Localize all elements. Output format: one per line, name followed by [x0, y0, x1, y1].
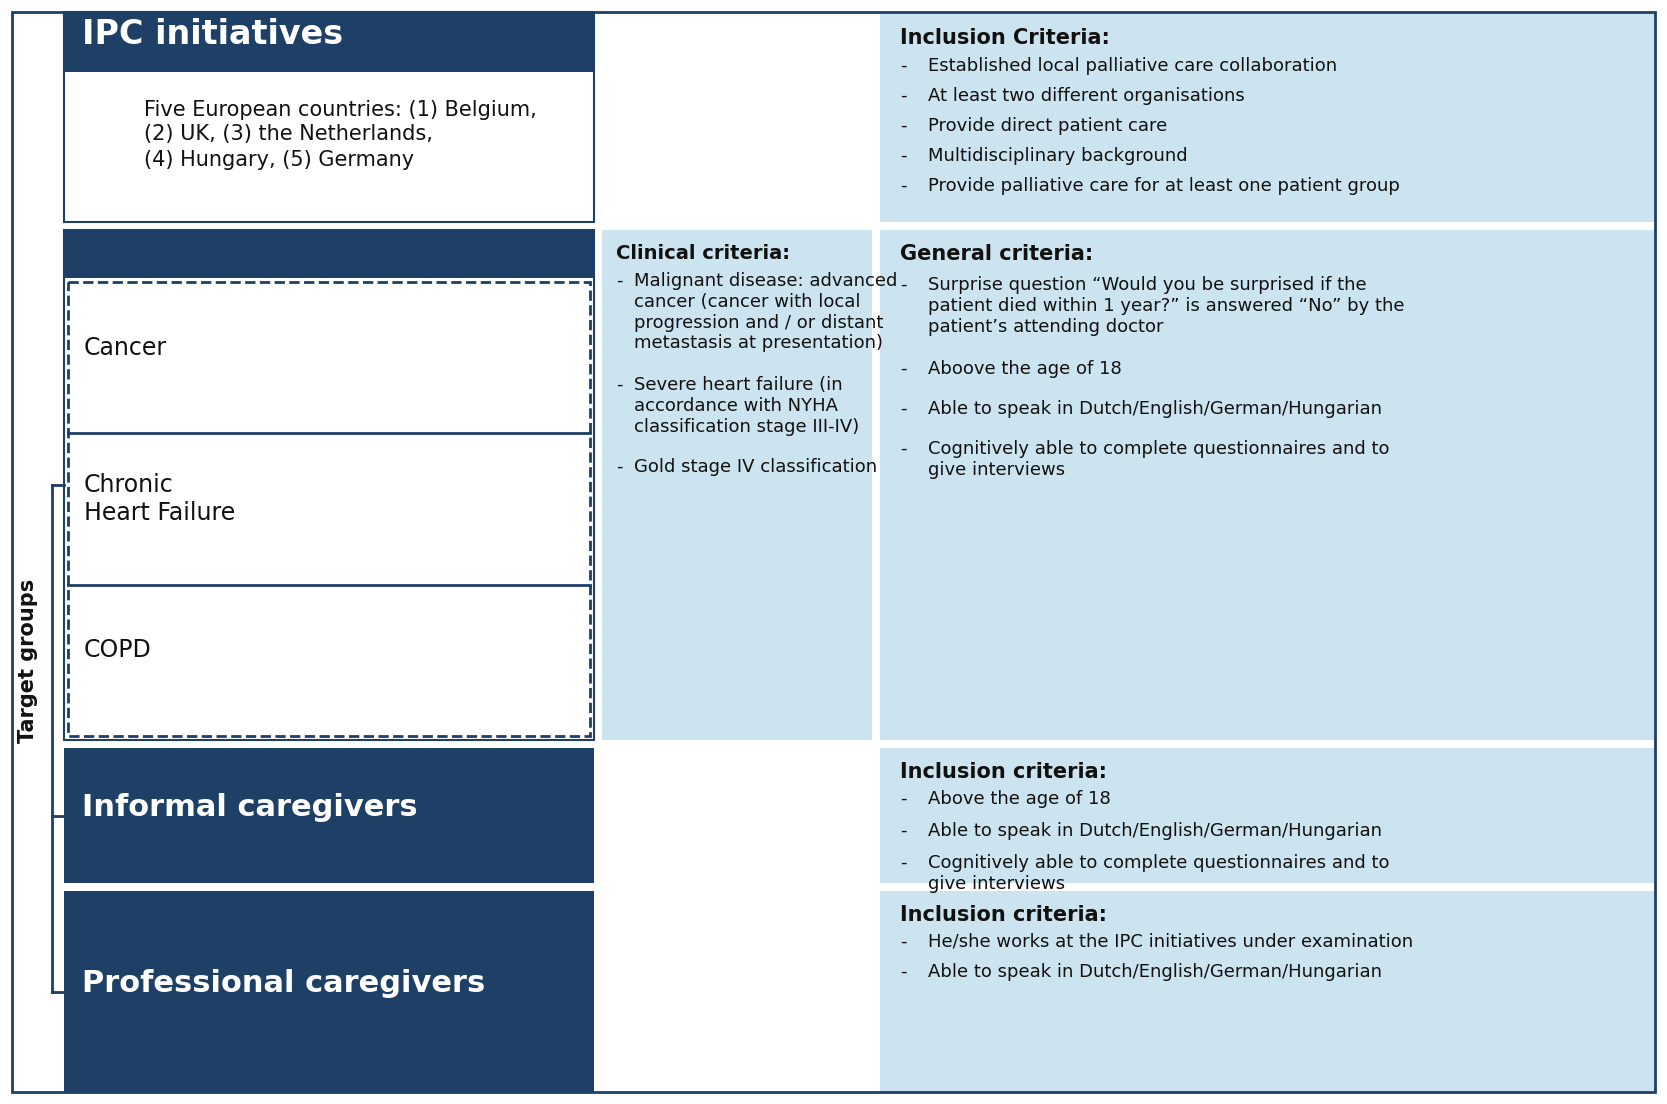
FancyBboxPatch shape: [63, 230, 593, 740]
Text: He/she works at the IPC initiatives under examination: He/she works at the IPC initiatives unde…: [929, 933, 1414, 951]
Text: -: -: [900, 440, 907, 458]
Text: General criteria:: General criteria:: [900, 244, 1094, 264]
Text: Above the age of 18: Above the age of 18: [929, 790, 1110, 808]
Text: -: -: [617, 458, 622, 476]
Text: -: -: [900, 822, 907, 840]
Text: Provide direct patient care: Provide direct patient care: [929, 117, 1167, 135]
Text: Cognitively able to complete questionnaires and to
give interviews: Cognitively able to complete questionnai…: [929, 854, 1390, 893]
Text: Established local palliative care collaboration: Established local palliative care collab…: [929, 57, 1337, 75]
Text: -: -: [900, 360, 907, 378]
Text: Provide palliative care for at least one patient group: Provide palliative care for at least one…: [929, 177, 1400, 195]
Text: Informal caregivers: Informal caregivers: [82, 793, 418, 822]
Text: -: -: [900, 87, 907, 105]
Text: Inclusion criteria:: Inclusion criteria:: [900, 905, 1107, 925]
Text: -: -: [900, 400, 907, 418]
FancyBboxPatch shape: [63, 749, 593, 883]
Text: Surprise question “Would you be surprised if the
patient died within 1 year?” is: Surprise question “Would you be surprise…: [929, 276, 1405, 336]
FancyBboxPatch shape: [63, 230, 593, 278]
Text: -: -: [900, 933, 907, 951]
Text: (2) UK, (3) the Netherlands,: (2) UK, (3) the Netherlands,: [143, 124, 433, 144]
Text: Clinical criteria:: Clinical criteria:: [617, 244, 790, 263]
FancyBboxPatch shape: [880, 891, 1655, 1092]
FancyBboxPatch shape: [63, 12, 593, 222]
Text: Professional caregivers: Professional caregivers: [82, 969, 485, 998]
Text: Severe heart failure (in
accordance with NYHA
classification stage III-IV): Severe heart failure (in accordance with…: [633, 376, 859, 436]
Text: At least two different organisations: At least two different organisations: [929, 87, 1245, 105]
Text: -: -: [900, 963, 907, 981]
Text: -: -: [617, 376, 622, 394]
FancyBboxPatch shape: [880, 12, 1655, 222]
FancyBboxPatch shape: [880, 749, 1655, 883]
Text: Gold stage IV classification: Gold stage IV classification: [633, 458, 877, 476]
Text: -: -: [900, 177, 907, 195]
Text: Cognitively able to complete questionnaires and to
give interviews: Cognitively able to complete questionnai…: [929, 440, 1390, 479]
FancyBboxPatch shape: [602, 230, 872, 740]
Text: -: -: [900, 790, 907, 808]
Text: Able to speak in Dutch/English/German/Hungarian: Able to speak in Dutch/English/German/Hu…: [929, 963, 1382, 981]
Text: -: -: [900, 854, 907, 872]
Text: Target groups: Target groups: [18, 578, 38, 743]
Text: Aboove the age of 18: Aboove the age of 18: [929, 360, 1122, 378]
Text: (4) Hungary, (5) Germany: (4) Hungary, (5) Germany: [143, 150, 413, 170]
FancyBboxPatch shape: [63, 12, 593, 72]
Text: Chronic
Heart Failure: Chronic Heart Failure: [83, 474, 235, 524]
Text: Cancer: Cancer: [83, 336, 167, 360]
Text: Inclusion criteria:: Inclusion criteria:: [900, 762, 1107, 782]
Text: -: -: [900, 276, 907, 294]
Text: Multidisciplinary background: Multidisciplinary background: [929, 147, 1187, 164]
Text: -: -: [900, 147, 907, 164]
Text: Five European countries: (1) Belgium,: Five European countries: (1) Belgium,: [143, 100, 537, 120]
Text: Able to speak in Dutch/English/German/Hungarian: Able to speak in Dutch/English/German/Hu…: [929, 822, 1382, 840]
FancyBboxPatch shape: [63, 891, 593, 1092]
Text: -: -: [900, 57, 907, 75]
Text: Able to speak in Dutch/English/German/Hungarian: Able to speak in Dutch/English/German/Hu…: [929, 400, 1382, 418]
Text: -: -: [900, 117, 907, 135]
Text: -: -: [617, 272, 622, 290]
Text: Malignant disease: advanced
cancer (cancer with local
progression and / or dista: Malignant disease: advanced cancer (canc…: [633, 272, 897, 352]
FancyBboxPatch shape: [880, 230, 1655, 740]
Text: COPD: COPD: [83, 638, 152, 662]
Text: IPC initiatives: IPC initiatives: [82, 18, 343, 51]
Text: Inclusion Criteria:: Inclusion Criteria:: [900, 28, 1110, 47]
